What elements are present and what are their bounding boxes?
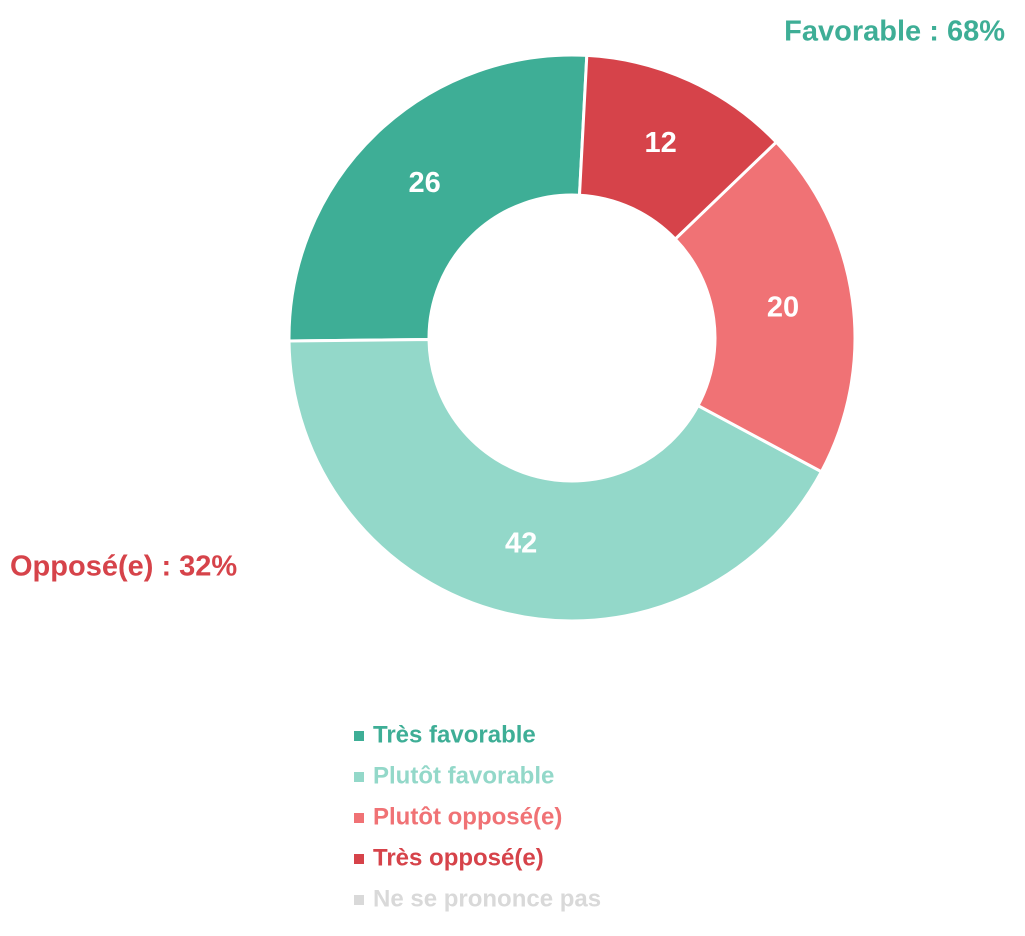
legend-label: Plutôt favorable [373,762,554,789]
legend-swatch [354,895,364,905]
data-label: 42 [505,528,537,560]
legend-label: Très opposé(e) [373,844,544,871]
data-label: 20 [767,292,799,324]
legend-swatch [354,731,364,741]
data-label: 26 [408,167,440,199]
legend-label: Ne se prononce pas [373,885,601,912]
legend-swatch [354,772,364,782]
annotation: Favorable : 68% [784,16,1005,48]
legend-swatch [354,854,364,864]
donut-slice [577,53,779,242]
donut-slice [673,140,857,474]
donut-slice [287,53,589,343]
donut-slice [287,337,824,623]
legend-label: Plutôt opposé(e) [373,803,562,830]
data-label: 12 [645,127,677,159]
legend-swatch [354,813,364,823]
annotation: Opposé(e) : 32% [10,551,237,583]
legend-label: Très favorable [373,721,536,748]
